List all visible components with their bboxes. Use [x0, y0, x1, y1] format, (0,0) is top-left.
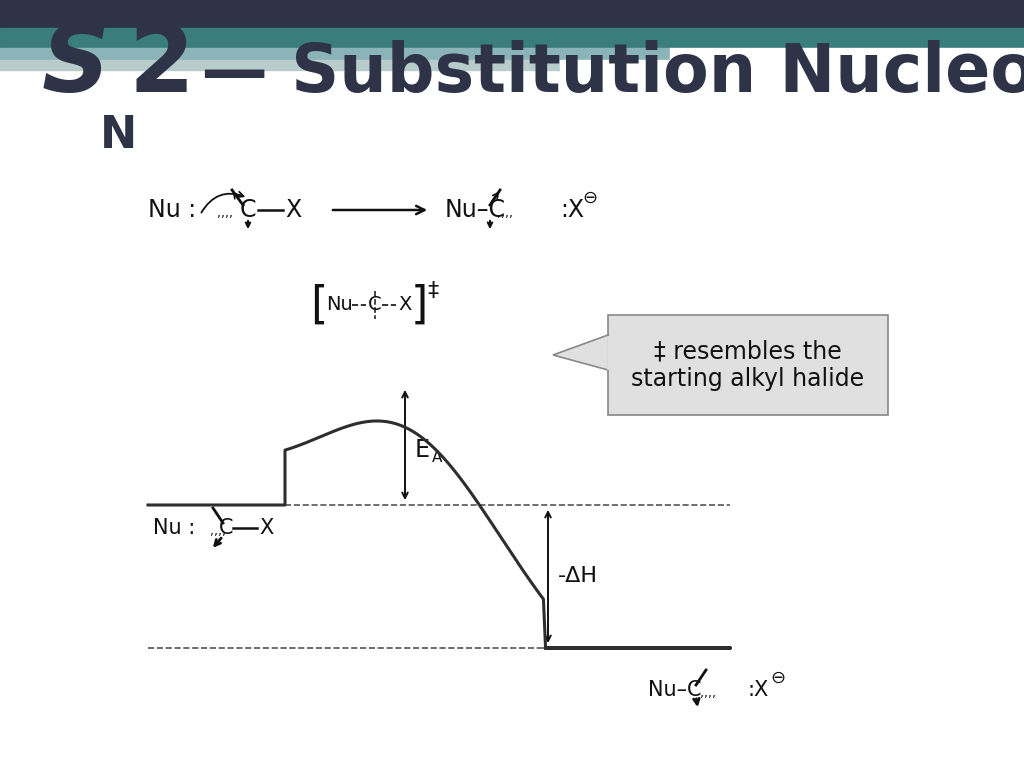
Bar [0, 60, 560, 70]
Text: X: X [259, 518, 273, 538]
Text: — Substitution Nucleophilic, Bimolecular: — Substitution Nucleophilic, Bimolecular [178, 40, 1024, 106]
Text: X: X [398, 296, 412, 315]
Text: E: E [415, 438, 430, 462]
Text: 2: 2 [128, 20, 194, 112]
Text: -ΔH: -ΔH [558, 567, 598, 587]
Text: ,,,,: ,,,, [210, 525, 226, 538]
Text: ,,,,: ,,,, [217, 207, 233, 220]
Bar [670, 48, 1024, 60]
Text: N: N [100, 114, 137, 157]
Text: ,,,,: ,,,, [497, 207, 513, 220]
Text: [: [ [310, 283, 328, 326]
Text: Nu :: Nu : [153, 518, 196, 538]
Text: C: C [240, 198, 256, 222]
Bar [0, 28, 1024, 48]
Text: ,,,,: ,,,, [700, 687, 716, 700]
Text: :X: :X [748, 680, 769, 700]
Text: ⊖: ⊖ [770, 669, 785, 687]
Text: :X: :X [560, 198, 584, 222]
Text: A: A [432, 449, 442, 465]
Text: S: S [42, 20, 110, 112]
Text: Nu–C: Nu–C [445, 198, 506, 222]
FancyBboxPatch shape [608, 315, 888, 415]
Text: C: C [368, 296, 382, 315]
Text: Nu :: Nu : [148, 198, 197, 222]
Text: X: X [285, 198, 301, 222]
Bar [560, 60, 1024, 70]
Text: ⊖: ⊖ [582, 189, 597, 207]
Bar [0, 48, 670, 60]
Bar [0, 0, 1024, 28]
Text: ]: ] [411, 283, 428, 326]
Text: Nu–C: Nu–C [648, 680, 701, 700]
Text: C: C [219, 518, 233, 538]
Text: ‡ resembles the
starting alkyl halide: ‡ resembles the starting alkyl halide [632, 339, 864, 391]
Text: ‡: ‡ [427, 281, 438, 301]
Text: Nu: Nu [326, 296, 352, 315]
Polygon shape [553, 335, 608, 370]
